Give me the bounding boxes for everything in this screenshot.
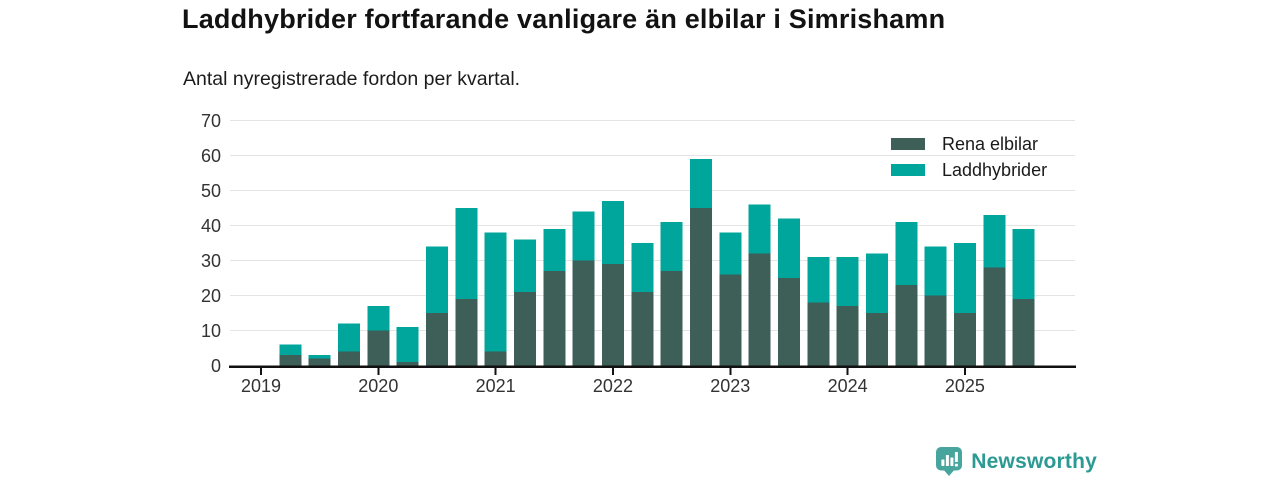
- bar-segment: [367, 330, 390, 366]
- bar-segment: [337, 351, 360, 366]
- legend-item: Laddhybrider: [891, 157, 1047, 183]
- bar-segment: [572, 260, 595, 366]
- bar-segment: [279, 355, 302, 366]
- legend-label: Rena elbilar: [942, 133, 1039, 154]
- newsworthy-logo[interactable]: Newsworthy: [935, 446, 1097, 477]
- bar-segment: [455, 299, 478, 366]
- bar-segment: [983, 267, 1006, 366]
- y-axis-label: 50: [201, 181, 221, 201]
- y-axis-label: 30: [201, 251, 221, 271]
- bar-segment: [924, 295, 947, 366]
- y-axis-label: 10: [201, 321, 221, 341]
- bar-segment: [308, 358, 331, 366]
- x-axis-label: 2023: [710, 376, 750, 396]
- y-axis-label: 70: [201, 111, 221, 131]
- bar-segment: [953, 313, 976, 366]
- legend-swatch-laddhybrider: [891, 164, 925, 176]
- x-axis-label: 2024: [828, 376, 868, 396]
- y-axis-label: 60: [201, 146, 221, 166]
- bar-segment: [484, 351, 507, 366]
- x-axis-label: 2019: [241, 376, 281, 396]
- legend-item: Rena elbilar: [891, 131, 1047, 157]
- x-axis-label: 2020: [358, 376, 398, 396]
- bar-segment: [1012, 299, 1035, 366]
- bar-segment: [895, 285, 918, 366]
- x-axis-label: 2022: [593, 376, 633, 396]
- bar-segment: [719, 274, 742, 366]
- bar-segment: [660, 271, 683, 366]
- bar-segment: [601, 264, 624, 366]
- mini-bar-chart-glyph: [941, 452, 959, 467]
- x-axis-label: 2021: [476, 376, 516, 396]
- bar-segment: [689, 208, 712, 366]
- bar-segment: [777, 278, 800, 366]
- bar-segment: [396, 327, 419, 366]
- y-axis-label: 20: [201, 286, 221, 306]
- y-axis-label: 40: [201, 216, 221, 236]
- x-axis-label: 2025: [945, 376, 985, 396]
- bar-segment: [836, 306, 859, 366]
- bar-segment: [513, 292, 536, 366]
- y-axis-label: 0: [211, 356, 221, 376]
- newsworthy-badge-icon: [936, 447, 963, 476]
- bar-segment: [865, 313, 888, 366]
- legend-swatch-rena-elbilar: [891, 138, 925, 150]
- bar-segment: [396, 362, 419, 366]
- bar-segment: [807, 302, 830, 366]
- bar-segment: [543, 271, 566, 366]
- bar-segment: [484, 232, 507, 366]
- bar-segment: [631, 292, 654, 366]
- newsworthy-wordmark: Newsworthy: [971, 449, 1097, 473]
- legend-label: Laddhybrider: [942, 159, 1048, 180]
- legend: Rena elbilar Laddhybrider: [891, 131, 1047, 183]
- bar-segment: [748, 253, 771, 366]
- chart-subtitle: Antal nyregistrerade fordon per kvartal.: [183, 68, 521, 90]
- chart-title: Laddhybrider fortfarande vanligare än el…: [182, 4, 946, 34]
- bar-segment: [425, 313, 448, 366]
